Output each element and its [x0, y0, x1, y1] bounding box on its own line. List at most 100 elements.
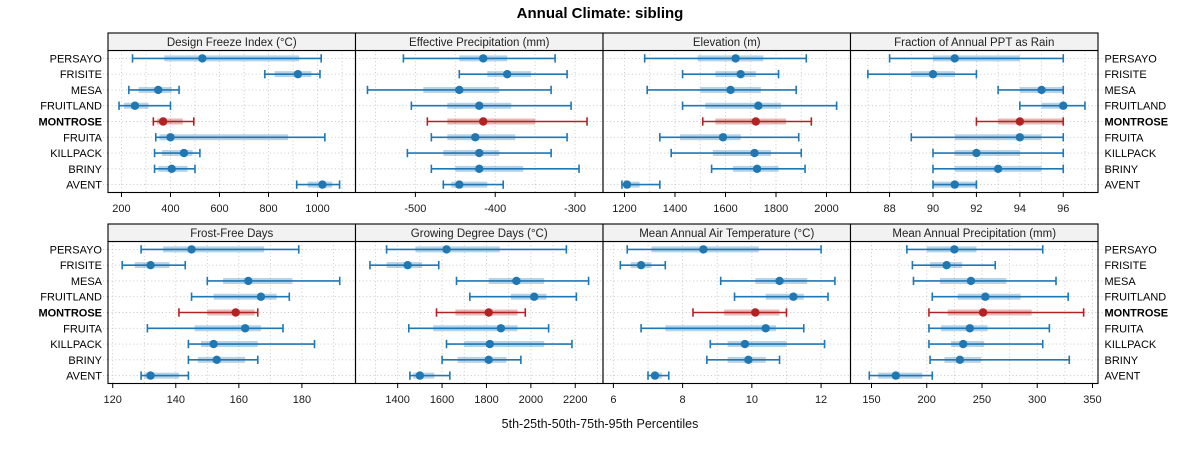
interval-row-montrose: [152, 117, 195, 126]
median-dot: [475, 148, 484, 158]
interval-row-persayo: [402, 54, 556, 63]
interval-row-killpack: [187, 339, 316, 349]
median-dot: [636, 260, 646, 270]
median-dot: [1037, 85, 1046, 95]
interval-row-persayo: [140, 245, 300, 254]
panel-title: Growing Degree Days (°C): [411, 228, 548, 240]
station-label-left: MONTROSE: [38, 308, 102, 320]
axis-tick-label: -300: [564, 203, 586, 215]
median-dot: [479, 117, 488, 126]
panel-1: -500 -400 -300 Effective Precipitation (mm): [354, 32, 604, 215]
median-dot: [752, 164, 762, 174]
median-dot: [244, 276, 253, 286]
median-dot: [978, 308, 988, 317]
median-dot: [146, 371, 155, 380]
interval-row-killpack: [406, 148, 552, 158]
station-label-right: BRINY: [1105, 355, 1139, 367]
station-label-right: BRINY: [1105, 164, 1139, 176]
interval-row-avent: [442, 180, 505, 189]
interval-row-montrose: [435, 308, 527, 317]
station-label-right: MESA: [1105, 85, 1137, 97]
median-dot: [502, 69, 512, 79]
axis-tick-label: 140: [167, 394, 185, 406]
interval-row-briny: [929, 355, 1071, 365]
median-dot: [471, 133, 480, 142]
axis-tick-label: 160: [230, 394, 248, 406]
axis-tick-label: -400: [484, 203, 506, 215]
median-dot: [146, 260, 155, 270]
interval-row-killpack: [445, 339, 573, 349]
interval-row-fruitland: [1019, 101, 1086, 110]
station-label-left: MESA: [71, 276, 103, 288]
interval-row-mesa: [455, 276, 590, 286]
panel-2: 1200 1400 1600 1800 2000 Elevation (m): [602, 32, 852, 215]
x-axis-caption: 5th-25th-50th-75th-95th Percentiles: [501, 417, 699, 431]
axis-tick-label: 92: [970, 203, 982, 215]
median-dot: [622, 180, 632, 189]
interval-row-fruitland: [190, 292, 291, 301]
median-dot: [1059, 101, 1068, 110]
interval-row-mesa: [912, 276, 1057, 286]
interval-row-frisite: [619, 260, 667, 270]
interval-row-mesa: [719, 276, 836, 286]
station-label-left: FRUITLAND: [40, 101, 102, 113]
interval-row-briny: [710, 164, 806, 174]
interval-row-montrose: [178, 308, 259, 317]
axis-tick-label: 94: [1014, 203, 1026, 215]
interval-row-frisite: [121, 260, 187, 270]
interval-row-fruitland: [410, 101, 572, 110]
axis-tick-label: 1400: [663, 203, 687, 215]
axis-tick-label: 1200: [612, 203, 636, 215]
axis-tick-label: 2200: [563, 394, 587, 406]
interval-row-mesa: [997, 85, 1065, 95]
interval-row-fruitland: [469, 292, 578, 301]
interval-row-montrose: [426, 117, 588, 126]
median-dot: [966, 276, 976, 286]
interval-row-fruitland: [681, 101, 838, 110]
median-dot: [744, 355, 753, 365]
panel-5: 1400 1600 1800 2000 2200 Growing Degree Days …: [354, 223, 604, 406]
interval-row-mesa: [646, 85, 798, 95]
panel-title: Design Freeze Index (°C): [167, 37, 297, 49]
median-dot: [212, 355, 221, 365]
interval-row-briny: [932, 164, 1065, 174]
median-dot: [479, 54, 488, 63]
interval-row-fruita: [928, 324, 1051, 333]
interval-row-fruita: [154, 133, 326, 142]
interval-row-montrose: [692, 308, 788, 317]
axis-tick-label: 1600: [713, 203, 737, 215]
median-dot: [231, 308, 240, 317]
median-dot: [950, 180, 959, 189]
interval-row-fruita: [640, 324, 805, 333]
interval-row-killpack: [153, 148, 201, 158]
axis-tick-label: 200: [112, 203, 130, 215]
panel-header: [849, 223, 1099, 243]
median-dot: [731, 54, 740, 63]
interval-row-avent: [409, 371, 451, 380]
interval-row-persayo: [906, 245, 1044, 254]
median-dot: [415, 371, 425, 380]
station-label-right: PERSAYO: [1105, 244, 1158, 256]
median-dot: [403, 260, 412, 270]
axis-tick-label: 120: [104, 394, 122, 406]
median-dot: [475, 101, 484, 110]
station-label-left: FRUITA: [63, 132, 103, 144]
axis-tick-label: 12: [815, 394, 827, 406]
panel-7: 150 200 250 300 350 Mean Annual Precipitation…: [849, 223, 1103, 406]
interval-row-frisite: [681, 69, 780, 79]
station-label-left: MONTROSE: [38, 117, 102, 129]
interval-row-fruita: [430, 133, 568, 142]
axis-tick-label: 300: [1028, 394, 1046, 406]
median-dot: [965, 324, 975, 333]
interval-row-briny: [706, 355, 781, 365]
median-dot: [751, 308, 760, 317]
axis-tick-label: 8: [680, 394, 686, 406]
panel-border: [107, 49, 357, 194]
median-dot: [789, 292, 798, 301]
median-dot: [1015, 117, 1025, 126]
interval-row-persayo: [131, 54, 322, 63]
interval-row-persayo: [626, 245, 822, 254]
station-label-left: MESA: [71, 85, 103, 97]
interval-row-frisite: [458, 69, 568, 79]
